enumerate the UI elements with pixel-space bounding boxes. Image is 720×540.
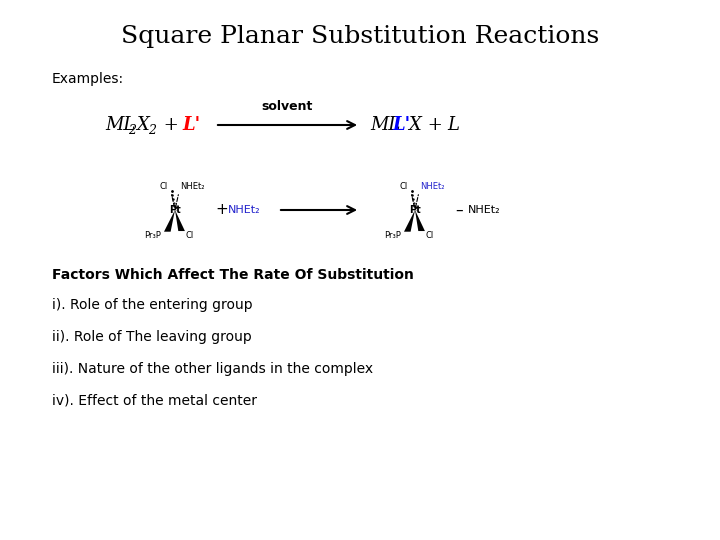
- Text: NHEt₂: NHEt₂: [468, 205, 500, 215]
- Text: Pt: Pt: [409, 205, 421, 215]
- Text: NHEt₂: NHEt₂: [228, 205, 261, 215]
- Text: L: L: [447, 116, 459, 134]
- Text: Pr₃P: Pr₃P: [384, 231, 401, 240]
- Text: Cl: Cl: [160, 183, 168, 191]
- Text: L': L': [182, 116, 200, 134]
- Text: iv). Effect of the metal center: iv). Effect of the metal center: [52, 394, 257, 408]
- Text: +: +: [158, 116, 184, 134]
- Polygon shape: [175, 210, 185, 231]
- Text: Cl: Cl: [426, 231, 434, 240]
- Text: Factors Which Affect The Rate Of Substitution: Factors Which Affect The Rate Of Substit…: [52, 268, 414, 282]
- Text: ML: ML: [370, 116, 400, 134]
- Polygon shape: [404, 210, 415, 232]
- Text: ML: ML: [105, 116, 135, 134]
- Text: Cl: Cl: [400, 183, 408, 191]
- Text: 2: 2: [128, 124, 136, 137]
- Text: X: X: [408, 116, 421, 134]
- Text: i). Role of the entering group: i). Role of the entering group: [52, 298, 253, 312]
- Text: Square Planar Substitution Reactions: Square Planar Substitution Reactions: [121, 25, 599, 48]
- Text: –: –: [455, 202, 463, 218]
- Text: iii). Nature of the other ligands in the complex: iii). Nature of the other ligands in the…: [52, 362, 373, 376]
- Text: +: +: [422, 116, 449, 134]
- Text: solvent: solvent: [261, 100, 312, 113]
- Text: NHEt₂: NHEt₂: [420, 183, 445, 191]
- Text: ii). Role of The leaving group: ii). Role of The leaving group: [52, 330, 252, 344]
- Text: X: X: [136, 116, 149, 134]
- Text: Pt: Pt: [169, 205, 181, 215]
- Text: L': L': [392, 116, 410, 134]
- Text: 2: 2: [148, 124, 156, 137]
- Polygon shape: [164, 210, 175, 232]
- Text: Pr₃P: Pr₃P: [144, 231, 161, 240]
- Text: Cl: Cl: [186, 231, 194, 240]
- FancyArrowPatch shape: [281, 206, 355, 214]
- Text: +: +: [215, 202, 228, 218]
- FancyArrowPatch shape: [217, 121, 355, 129]
- Text: Examples:: Examples:: [52, 72, 124, 86]
- Polygon shape: [415, 210, 425, 231]
- Text: NHEt₂: NHEt₂: [181, 183, 205, 191]
